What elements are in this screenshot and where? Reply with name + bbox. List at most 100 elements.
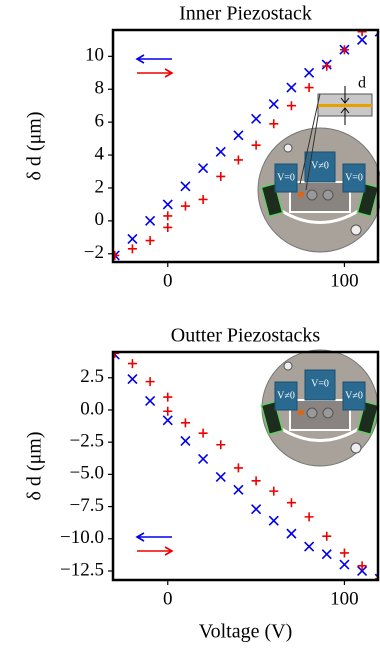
plot-frame xyxy=(111,350,380,582)
y-axis-label: δ d (μm) xyxy=(24,431,46,500)
data-point xyxy=(198,428,208,438)
data-point xyxy=(268,98,279,110)
inset-hole xyxy=(350,224,362,236)
inset-label: V=0 xyxy=(311,378,329,389)
data-point xyxy=(145,395,156,407)
data-point xyxy=(145,236,155,246)
y-axis-label: δ d (μm) xyxy=(24,111,46,180)
inset-label: d xyxy=(358,75,366,92)
data-point xyxy=(357,34,368,45)
y-tick-label: −2.5 xyxy=(70,431,104,452)
data-point xyxy=(215,146,226,157)
data-point xyxy=(113,352,120,358)
data-point xyxy=(162,415,173,426)
inset-hole xyxy=(283,361,293,371)
data-point xyxy=(286,101,296,111)
data-point xyxy=(286,82,297,93)
data-point xyxy=(269,119,279,129)
data-point xyxy=(127,359,137,369)
inset-label: V≠0 xyxy=(345,390,363,401)
inset-piezo xyxy=(274,163,298,193)
inset-layer xyxy=(318,104,372,107)
inset-label: V=0 xyxy=(277,172,295,183)
data-point xyxy=(251,113,262,124)
inset-pad xyxy=(298,192,304,197)
inset-pointer xyxy=(299,93,321,185)
y-tick-label: 6 xyxy=(95,111,105,132)
data-point xyxy=(145,215,156,226)
inset-arc xyxy=(279,208,361,224)
data-point xyxy=(357,565,368,577)
inset-hole xyxy=(350,442,362,454)
data-point xyxy=(304,541,315,552)
y-tick-label: 10 xyxy=(85,45,104,66)
chart-title: Outter Piezostacks xyxy=(171,325,321,347)
data-point xyxy=(127,233,138,245)
data-point xyxy=(322,531,332,541)
y-tick-label: −10.0 xyxy=(60,527,104,548)
y-tick-label: 4 xyxy=(95,143,105,164)
inset-grip xyxy=(356,182,380,218)
chart-title: Inner Piezostack xyxy=(179,3,312,25)
x-tick-label: 0 xyxy=(163,588,173,609)
data-point xyxy=(233,130,244,141)
inset-screw xyxy=(306,407,318,419)
inset-piezo xyxy=(274,381,298,411)
x-tick-label: 100 xyxy=(330,270,359,291)
legend-marker xyxy=(135,532,172,542)
data-point xyxy=(251,140,261,150)
inset-grip xyxy=(260,400,284,436)
data-point xyxy=(163,222,173,232)
inset-grip xyxy=(356,400,380,436)
data-point xyxy=(322,61,332,71)
inset-hole xyxy=(283,143,293,153)
y-tick-label: 0.0 xyxy=(80,398,104,419)
data-point xyxy=(251,504,262,515)
data-point xyxy=(127,373,138,385)
inset-arc xyxy=(279,426,361,442)
points xyxy=(113,352,378,580)
y-tick-label: −12.5 xyxy=(60,559,104,580)
data-point xyxy=(198,453,209,464)
data-point xyxy=(216,440,226,450)
data-point xyxy=(304,512,314,522)
data-point xyxy=(180,418,190,428)
inset-screw xyxy=(306,189,318,201)
y-tick-label: 0 xyxy=(95,209,105,230)
data-point xyxy=(357,30,367,37)
inset-pad xyxy=(298,410,304,415)
data-point xyxy=(198,194,208,204)
plot-frame xyxy=(111,28,380,264)
x-tick-label: 0 xyxy=(163,270,173,291)
data-point xyxy=(113,250,120,260)
data-point xyxy=(163,406,173,416)
x-axis-label: Voltage (V) xyxy=(199,621,293,643)
inset-piezo xyxy=(342,163,366,193)
panel: Outter Piezostacks δ d (μm) Voltage (V) −12… xyxy=(24,325,380,643)
data-point xyxy=(180,435,191,446)
inset-grip xyxy=(260,182,284,218)
y-tick-label: 2 xyxy=(95,176,105,197)
data-point xyxy=(163,392,173,402)
y-tick-label: 2.5 xyxy=(80,366,104,387)
inset-screw xyxy=(322,189,334,201)
legend-marker xyxy=(137,546,174,556)
data-point xyxy=(304,83,314,93)
data-point xyxy=(162,199,173,210)
points xyxy=(113,30,378,261)
data-point xyxy=(339,559,350,570)
data-point xyxy=(269,486,279,496)
data-point xyxy=(198,163,209,174)
y-tick-label: −5.0 xyxy=(70,463,104,484)
data-point xyxy=(145,377,155,387)
d-arrow xyxy=(340,86,350,125)
inset-label: V≠0 xyxy=(311,160,329,171)
data-point xyxy=(339,548,349,558)
data-point xyxy=(321,549,332,560)
data-point xyxy=(216,171,226,181)
inset-label: V≠0 xyxy=(277,390,295,401)
data-point xyxy=(163,211,173,221)
data-point xyxy=(357,561,367,571)
inset-piezo xyxy=(304,369,336,401)
data-point xyxy=(233,155,243,165)
